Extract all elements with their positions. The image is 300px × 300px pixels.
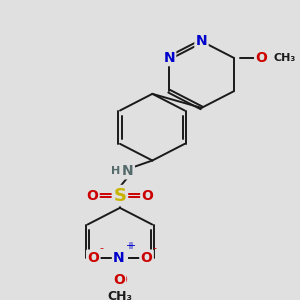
Text: CH₃: CH₃ <box>107 290 132 300</box>
Text: O: O <box>113 273 125 287</box>
Text: N: N <box>122 164 134 178</box>
Text: H: H <box>111 166 120 176</box>
Text: CH₃: CH₃ <box>273 53 296 63</box>
Text: N: N <box>163 51 175 65</box>
Text: N: N <box>113 251 125 265</box>
Text: O: O <box>86 189 98 202</box>
Text: S: S <box>113 187 126 205</box>
Text: N: N <box>115 251 127 265</box>
Text: O: O <box>87 251 99 265</box>
Text: O: O <box>255 51 267 65</box>
Text: O: O <box>142 189 153 202</box>
Text: +: + <box>127 241 135 251</box>
Text: -: - <box>99 244 103 254</box>
Text: O: O <box>141 251 152 265</box>
Text: -: - <box>152 244 156 254</box>
Text: O: O <box>115 273 127 287</box>
Text: +: + <box>125 241 133 251</box>
Text: N: N <box>196 34 207 48</box>
